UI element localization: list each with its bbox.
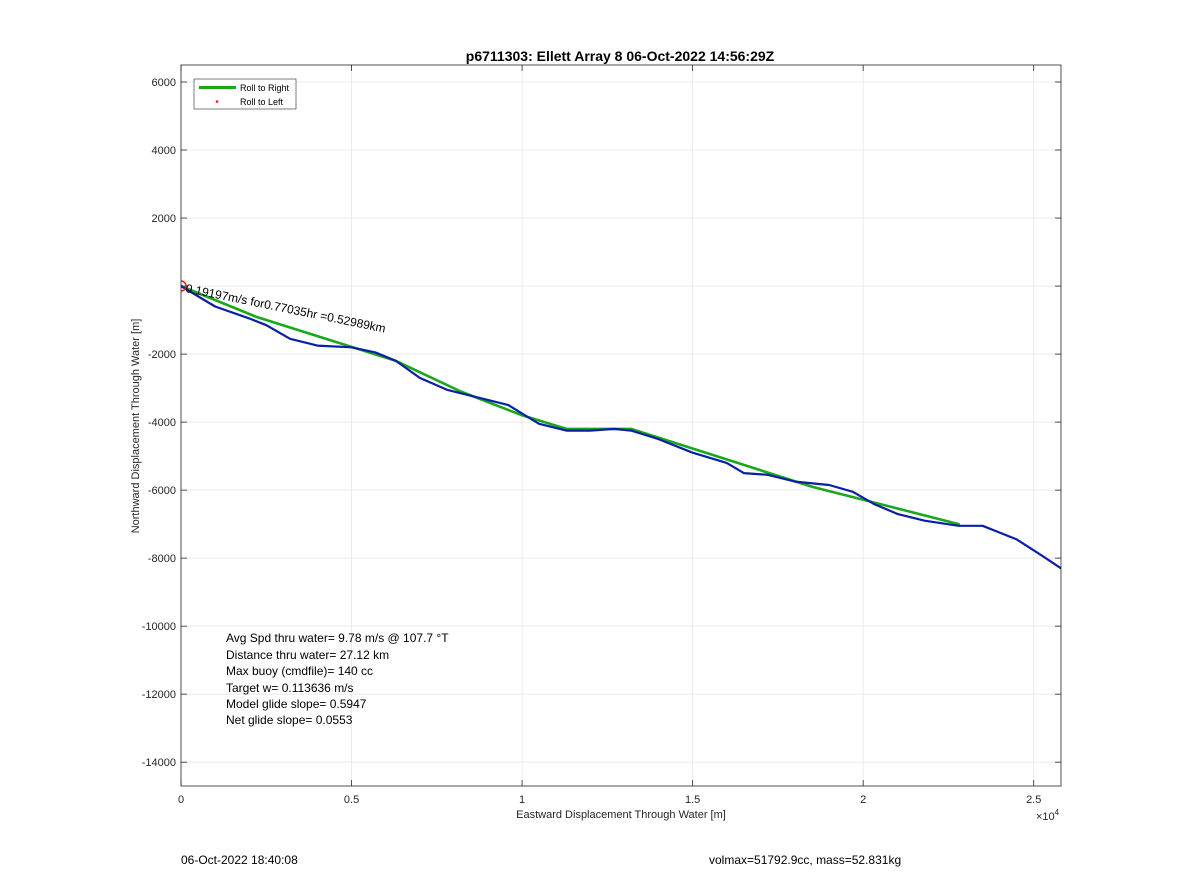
x-axis-exponent: ×104 <box>1036 808 1060 823</box>
footer-timestamp: 06-Oct-2022 18:40:08 <box>181 853 298 867</box>
y-tick-label: -14000 <box>142 757 176 769</box>
y-tick-label: 2000 <box>152 213 176 225</box>
y-tick-label: -10000 <box>142 621 176 633</box>
series-line-track <box>181 285 1061 570</box>
axes-frame <box>180 64 1062 787</box>
stat-model-glide: Model glide slope= 0.5947 <box>226 697 367 711</box>
chart-title: p6711303: Ellett Array 8 06-Oct-2022 14:… <box>466 48 775 64</box>
y-tick-label: -6000 <box>148 485 176 497</box>
x-axis-exponent-base: ×10 <box>1036 811 1055 823</box>
x-axis-label: Eastward Displacement Through Water [m] <box>516 809 726 821</box>
y-axis-label: Northward Displacement Through Water [m] <box>130 319 142 534</box>
x-tick-label: 2 <box>860 794 866 806</box>
y-tick-label: 4000 <box>152 145 176 157</box>
stats-block: Avg Spd thru water= 9.78 m/s @ 107.7 °T … <box>226 631 449 727</box>
plot-area <box>181 65 1061 786</box>
series-layer <box>181 280 1061 570</box>
x-tick-label: 0.5 <box>344 794 359 806</box>
x-axis-exponent-power: 4 <box>1055 808 1060 817</box>
y-tick-label: -4000 <box>148 417 176 429</box>
legend: Roll to Right Roll to Left <box>193 78 297 110</box>
x-tick-label: 2.5 <box>1026 794 1041 806</box>
legend-label-roll-right: Roll to Right <box>240 83 290 93</box>
legend-label-roll-left: Roll to Left <box>240 97 284 107</box>
x-tick-label: 0 <box>178 794 184 806</box>
stat-target-w: Target w= 0.113636 m/s <box>226 681 354 695</box>
start-marker <box>181 280 187 292</box>
series-line-roll-to-right <box>181 284 961 526</box>
x-tick-label: 1.5 <box>685 794 700 806</box>
y-tick-label: -8000 <box>148 553 176 565</box>
grid <box>180 65 1061 786</box>
start-marker-secondary <box>181 286 182 288</box>
axis-ticks: 0 0.5 1 1.5 2 2.5 -14000 -12000 -10000 -8000 -6000… <box>142 65 1061 806</box>
y-tick-label: -12000 <box>142 689 176 701</box>
stat-max-buoy: Max buoy (cmdfile)= 140 cc <box>226 664 373 678</box>
legend-swatch-roll-left <box>215 100 219 103</box>
y-tick-label: -2000 <box>148 349 176 361</box>
footer-volmax-mass: volmax=51792.9cc, mass=52.831kg <box>709 853 901 867</box>
stat-net-glide: Net glide slope= 0.0553 <box>226 713 353 727</box>
legend-box <box>193 78 297 110</box>
y-tick-label: 6000 <box>152 77 176 89</box>
x-tick-label: 1 <box>519 794 525 806</box>
stat-avg-speed: Avg Spd thru water= 9.78 m/s @ 107.7 °T <box>226 631 449 645</box>
stat-distance: Distance thru water= 27.12 km <box>226 648 389 662</box>
